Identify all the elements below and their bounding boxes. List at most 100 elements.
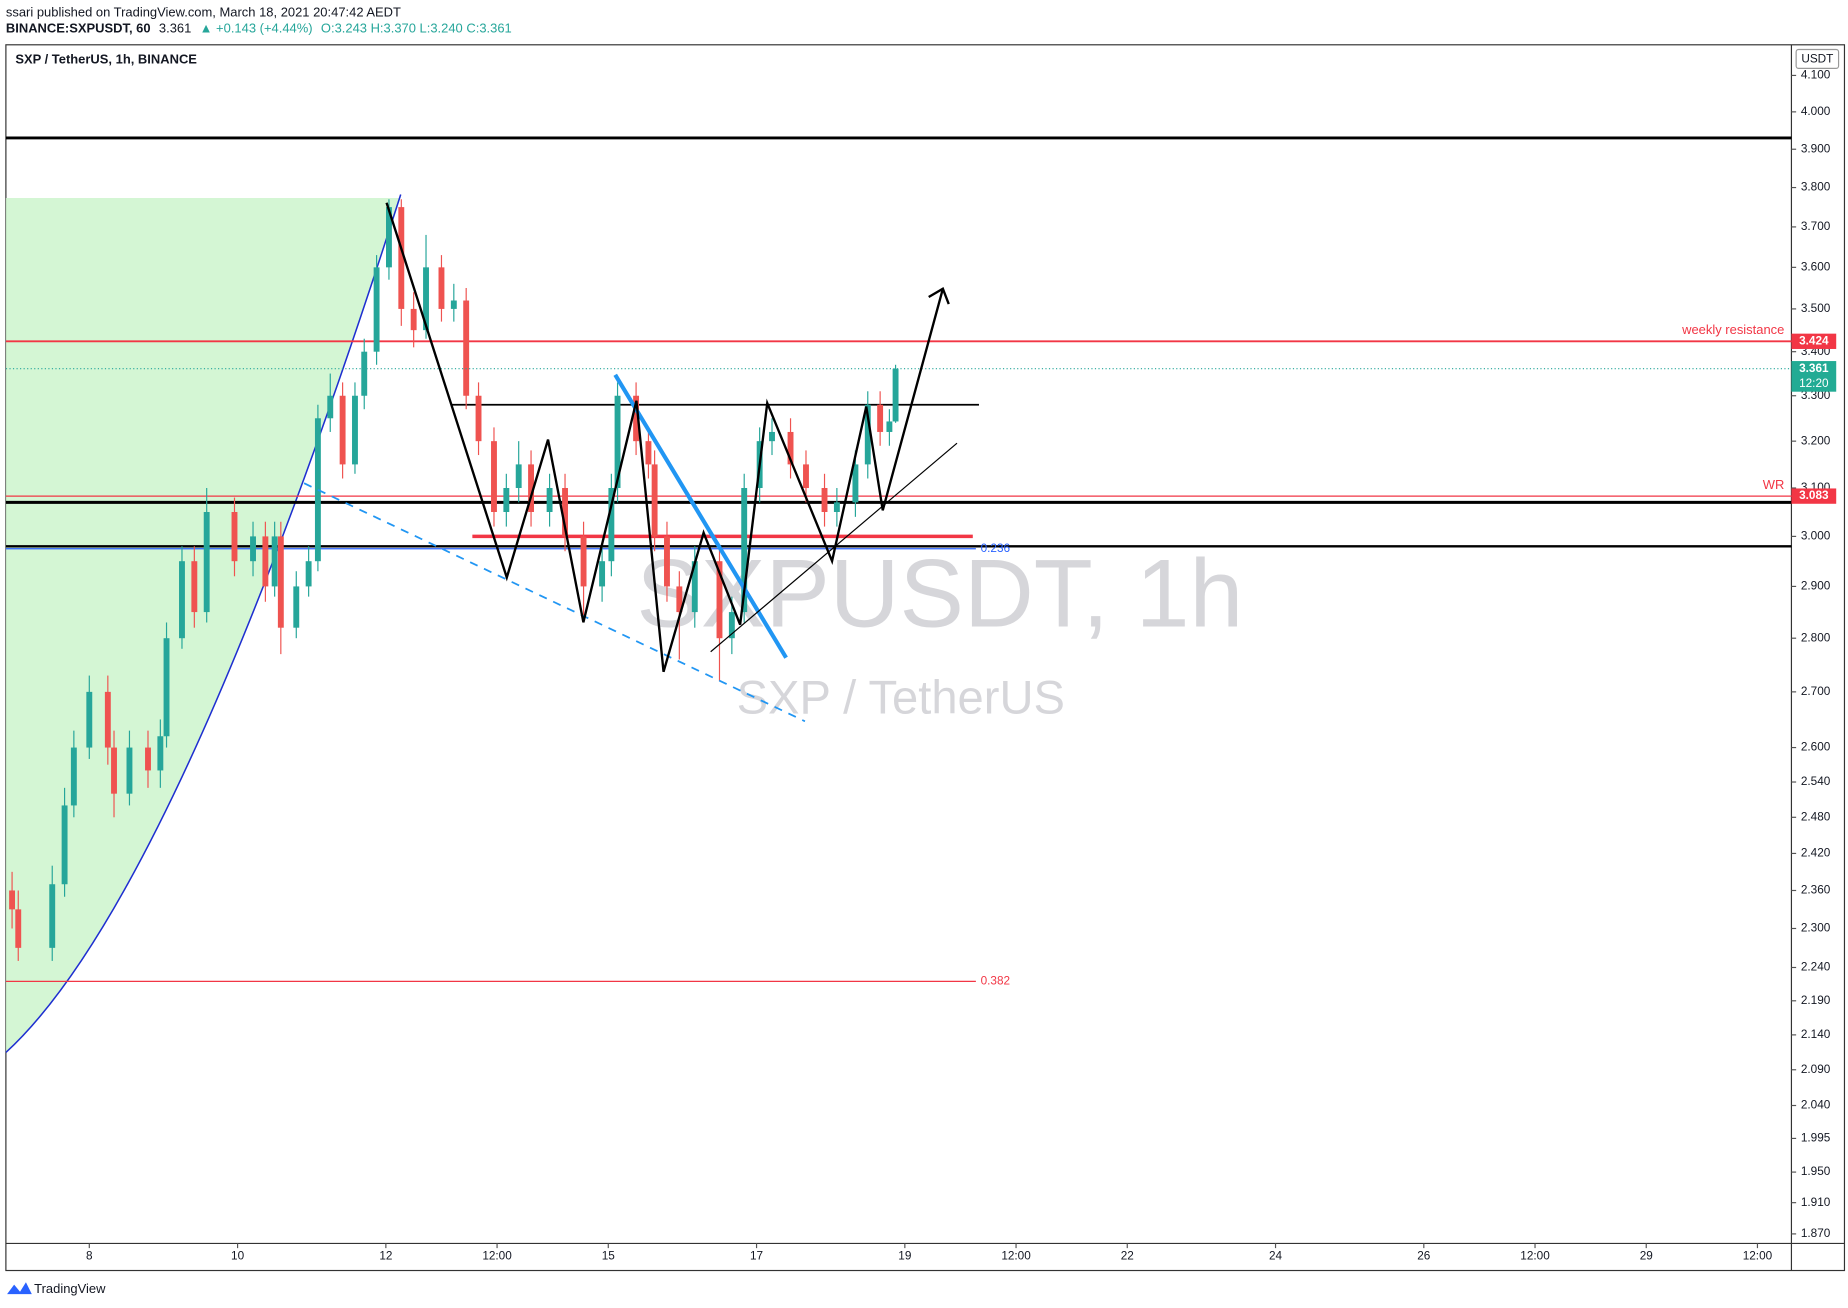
logo <box>7 1282 32 1295</box>
levels: 0.236 0.382 weekly resistance WR <box>5 136 1792 987</box>
candle-body <box>633 395 640 442</box>
candle-body <box>163 638 170 737</box>
y-tick-label: 1.950 <box>1801 1165 1831 1178</box>
candle-body <box>423 267 429 331</box>
y-tick-label: 1.995 <box>1801 1132 1831 1145</box>
candle-body <box>463 300 470 396</box>
symbol: BINANCE:SXPUSDT, 60 <box>6 21 151 36</box>
candle-body <box>271 536 278 587</box>
last-price: 3.361 <box>159 21 191 36</box>
candle-body <box>305 561 312 587</box>
y-tick-label: 2.140 <box>1801 1028 1831 1041</box>
candle-body <box>892 368 899 422</box>
zigzag <box>385 202 944 673</box>
y-tick-label: 2.900 <box>1801 580 1831 593</box>
x-tick-label: 26 <box>1417 1249 1431 1262</box>
candle-body <box>645 441 652 465</box>
ohlc: O:3.243 H:3.370 L:3.240 C:3.361 <box>321 21 512 36</box>
candle-body <box>361 351 368 396</box>
y-tick-label: 3.300 <box>1801 389 1831 402</box>
x-tick-label: 12:00 <box>482 1249 512 1262</box>
price-label-sub: 12:20 <box>1799 377 1829 390</box>
candle-body <box>9 890 16 910</box>
brand: TradingView <box>34 1281 106 1296</box>
price-label: 3.424 <box>1799 334 1829 347</box>
candle-body <box>528 464 534 513</box>
y-tick-label: 4.100 <box>1801 69 1831 82</box>
y-tick-label: 1.870 <box>1801 1227 1831 1240</box>
candle-body <box>277 536 284 628</box>
candle-body <box>104 691 111 748</box>
candle-body <box>314 418 321 562</box>
candle-body <box>787 431 794 465</box>
fib-label: 0.382 <box>981 974 1010 987</box>
y-tick-label: 2.600 <box>1801 741 1831 754</box>
candle-body <box>491 441 497 513</box>
candle-body <box>126 747 133 794</box>
candle-body <box>852 464 859 503</box>
candle-body <box>327 395 334 419</box>
candle-body <box>179 561 185 639</box>
currency: USDT <box>1801 53 1833 66</box>
candle-body <box>515 464 522 489</box>
price-label: 3.361 <box>1799 362 1829 375</box>
candle-body <box>651 464 658 537</box>
annotation: WR <box>1763 477 1785 492</box>
y-tick-label: 3.800 <box>1801 181 1831 194</box>
candle-body <box>833 502 840 513</box>
candle-body <box>821 488 828 513</box>
candle-body <box>191 561 198 613</box>
price-label-box <box>1791 333 1837 349</box>
candle-body <box>386 207 392 268</box>
candle-body <box>676 586 683 613</box>
price-label: 3.083 <box>1799 489 1829 502</box>
candle-body <box>546 488 553 513</box>
y-tick-label: 2.240 <box>1801 961 1831 974</box>
y-tick-label: 2.300 <box>1801 922 1831 935</box>
axes: 4.1004.0003.9003.8003.7003.6003.5003.400… <box>86 69 1837 1262</box>
candle-body <box>503 488 510 513</box>
parabolic-curve <box>5 194 402 1054</box>
candle-body <box>70 747 77 806</box>
x-tick-label: 8 <box>86 1249 93 1262</box>
y-tick-label: 1.910 <box>1801 1196 1831 1209</box>
x-tick-label: 24 <box>1269 1249 1283 1262</box>
y-tick-label: 2.540 <box>1801 775 1831 788</box>
watermark: SXPUSDT, 1h <box>636 541 1243 648</box>
candle-body <box>231 512 238 562</box>
x-tick-label: 17 <box>750 1249 763 1262</box>
x-tick-label: 12:00 <box>1520 1249 1550 1262</box>
candle-body <box>614 395 621 489</box>
y-tick-label: 2.480 <box>1801 810 1831 823</box>
x-tick-label: 22 <box>1121 1249 1134 1262</box>
y-tick-label: 4.000 <box>1801 105 1831 118</box>
candle-body <box>86 691 93 748</box>
candle-body <box>450 300 457 309</box>
y-tick-label: 3.200 <box>1801 434 1831 447</box>
candle-body <box>691 561 698 613</box>
candle-body <box>61 805 68 885</box>
candle-body <box>599 561 606 587</box>
candle-body <box>886 421 893 432</box>
candle-body <box>664 536 670 587</box>
arrow-head <box>928 287 950 305</box>
y-tick-label: 3.000 <box>1801 530 1831 543</box>
candle-body <box>877 404 884 432</box>
candle-body <box>580 536 587 587</box>
y-tick-label: 3.600 <box>1801 260 1831 273</box>
candle-body <box>49 884 56 948</box>
y-tick-label: 2.040 <box>1801 1099 1831 1112</box>
candle-body <box>728 612 735 639</box>
watermark-sub: SXP / TetherUS <box>737 671 1065 724</box>
candle-body <box>803 464 809 489</box>
candle-body <box>352 395 358 465</box>
symbol-line: BINANCE:SXPUSDT, 60 3.361 ▲ +0.143 (+4.4… <box>6 21 512 36</box>
annotation: weekly resistance <box>1681 322 1784 337</box>
candle-body <box>15 909 22 948</box>
dashed-trendline <box>303 482 806 723</box>
currency-box <box>1795 48 1840 69</box>
candle-body <box>475 395 482 442</box>
candle-body <box>716 561 723 639</box>
